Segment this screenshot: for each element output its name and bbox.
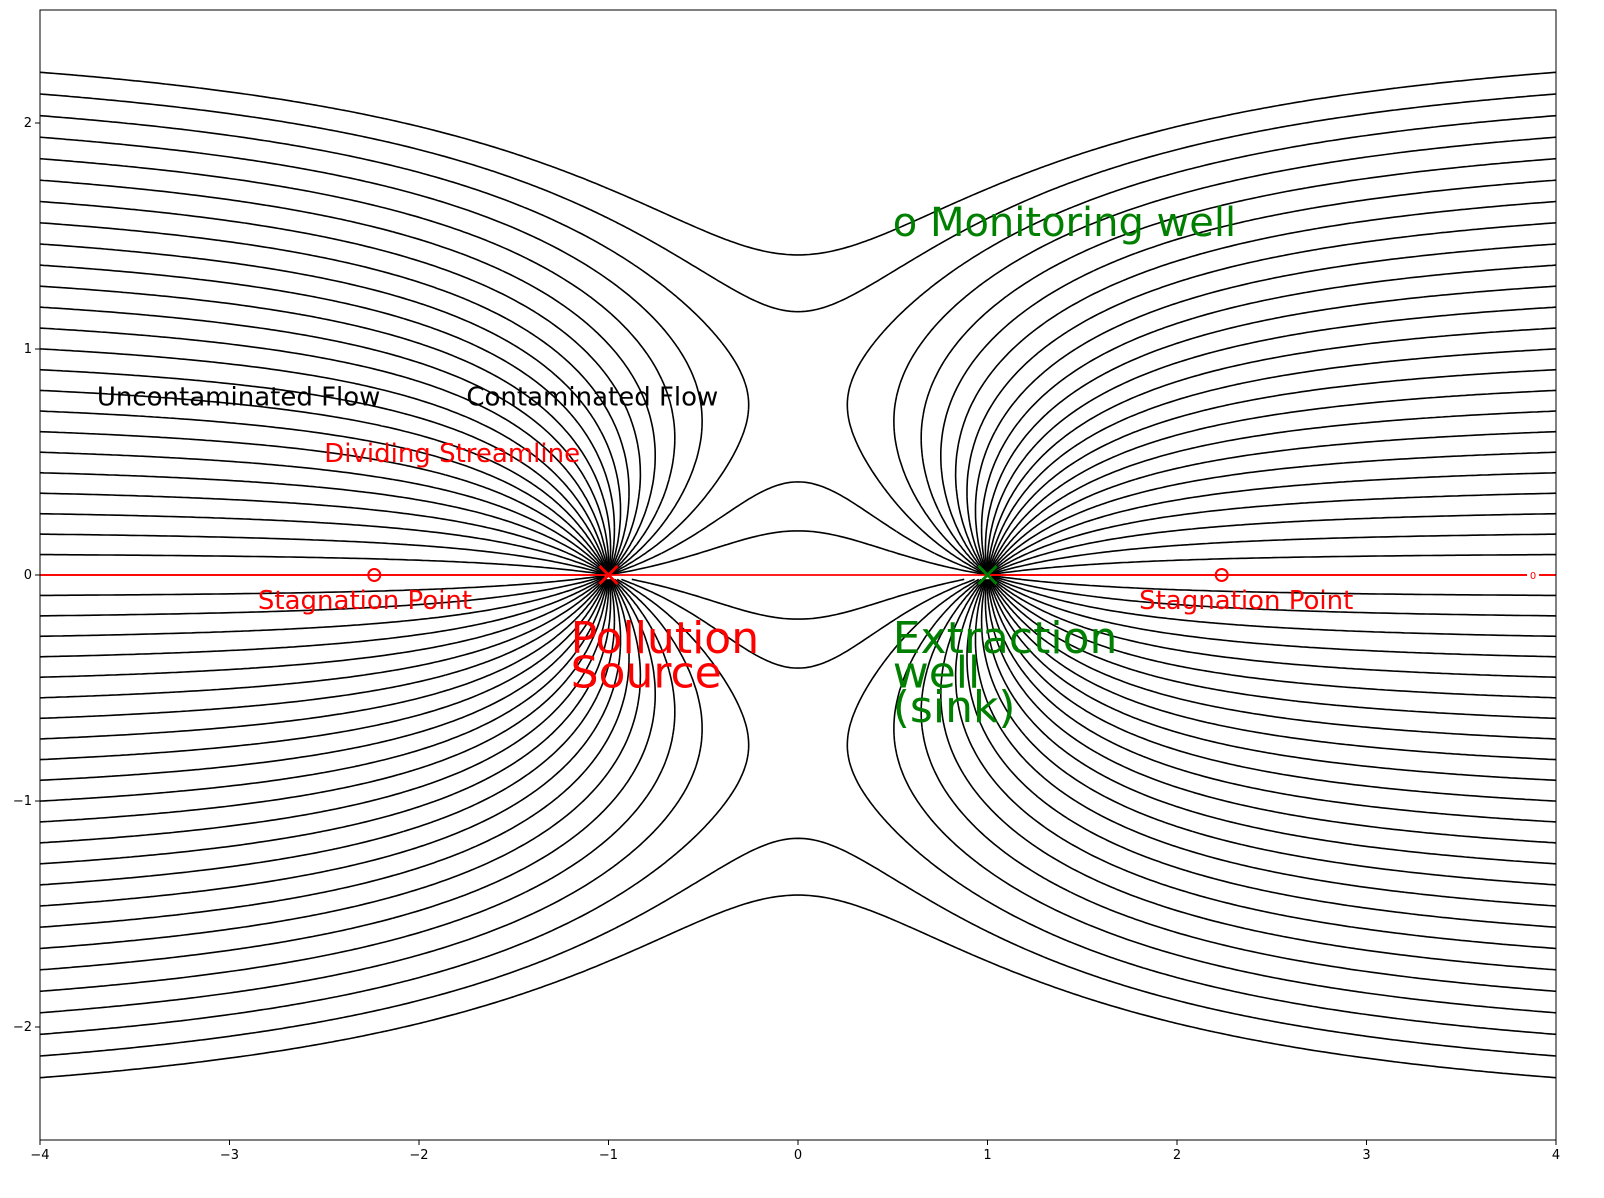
pollution-source-label: Pollution Source xyxy=(571,613,760,698)
x-tick-label: 4 xyxy=(1552,1148,1560,1163)
monitoring-well-label: o Monitoring well xyxy=(893,200,1236,246)
y-tick-label: 2 xyxy=(24,116,32,131)
streamline-contour xyxy=(40,533,1556,576)
streamline-contour xyxy=(40,512,1556,576)
streamline-contour xyxy=(40,579,1556,740)
streamline-contour xyxy=(40,579,1556,802)
x-tick-label: 3 xyxy=(1362,1148,1370,1163)
y-tick-label: −1 xyxy=(13,794,32,809)
stagnation-right-label: Stagnation Point xyxy=(1139,586,1353,616)
streamline-contour xyxy=(40,579,1556,761)
x-tick-label: −2 xyxy=(409,1148,428,1163)
dividing-streamline-group: 0 xyxy=(40,569,1556,582)
streamline-contour xyxy=(40,576,1556,638)
stagnation-point-marker xyxy=(367,568,382,582)
streamline-contour xyxy=(40,578,1556,699)
sink-marker xyxy=(977,564,998,586)
streamline-contour xyxy=(40,574,1556,597)
streamline-contour xyxy=(40,577,1556,679)
source-marker xyxy=(598,564,619,586)
streamline-contour xyxy=(40,577,1556,658)
axis-ticks: −4 −3 −2 −1 0 1 2 3 4 −2 −1 0 1 2 xyxy=(13,116,1560,1163)
x-tick-label: −1 xyxy=(599,1148,618,1163)
x-tick-label: −3 xyxy=(220,1148,239,1163)
x-tick-label: −4 xyxy=(30,1148,49,1163)
dividing-streamline-inline-label: 0 xyxy=(1530,571,1536,582)
streamline-contour xyxy=(40,579,1556,865)
well-markers xyxy=(367,564,1229,586)
streamline-contour xyxy=(40,578,1556,1079)
streamline-contour xyxy=(40,579,1556,844)
streamline-contour xyxy=(40,579,1556,928)
streamline-contour xyxy=(40,578,1556,993)
streamline-contour xyxy=(40,578,1556,1014)
streamline-contour xyxy=(40,579,1556,823)
x-tick-label: 1 xyxy=(983,1148,991,1163)
streamline-contour xyxy=(40,579,1556,907)
streamline-contour xyxy=(40,578,1556,1036)
streamline-contour xyxy=(40,579,1556,720)
y-tick-label: 0 xyxy=(24,568,32,583)
y-tick-label: 1 xyxy=(24,342,32,357)
streamline-contour xyxy=(40,578,1556,1057)
x-tick-label: 0 xyxy=(794,1148,802,1163)
y-tick-label: −2 xyxy=(13,1020,32,1035)
streamline-contour xyxy=(40,553,1556,576)
streamline-contour xyxy=(40,579,1556,886)
streamline-contour xyxy=(40,579,1556,782)
x-tick-label: 2 xyxy=(1173,1148,1181,1163)
stagnation-point-marker xyxy=(1214,568,1229,582)
streamline-contour xyxy=(40,575,1556,617)
dividing-streamline-label: Dividing Streamline xyxy=(324,439,580,469)
contaminated-flow-label: Contaminated Flow xyxy=(466,383,718,413)
streamline-contour xyxy=(40,579,1556,950)
annotations: o Monitoring well Uncontaminated Flow Cont… xyxy=(97,200,1353,733)
stagnation-left-label: Stagnation Point xyxy=(258,586,472,616)
extraction-well-label: Extraction well (sink) xyxy=(893,613,1118,733)
streamline-contour xyxy=(40,579,1556,971)
uncontaminated-flow-label: Uncontaminated Flow xyxy=(97,383,381,413)
